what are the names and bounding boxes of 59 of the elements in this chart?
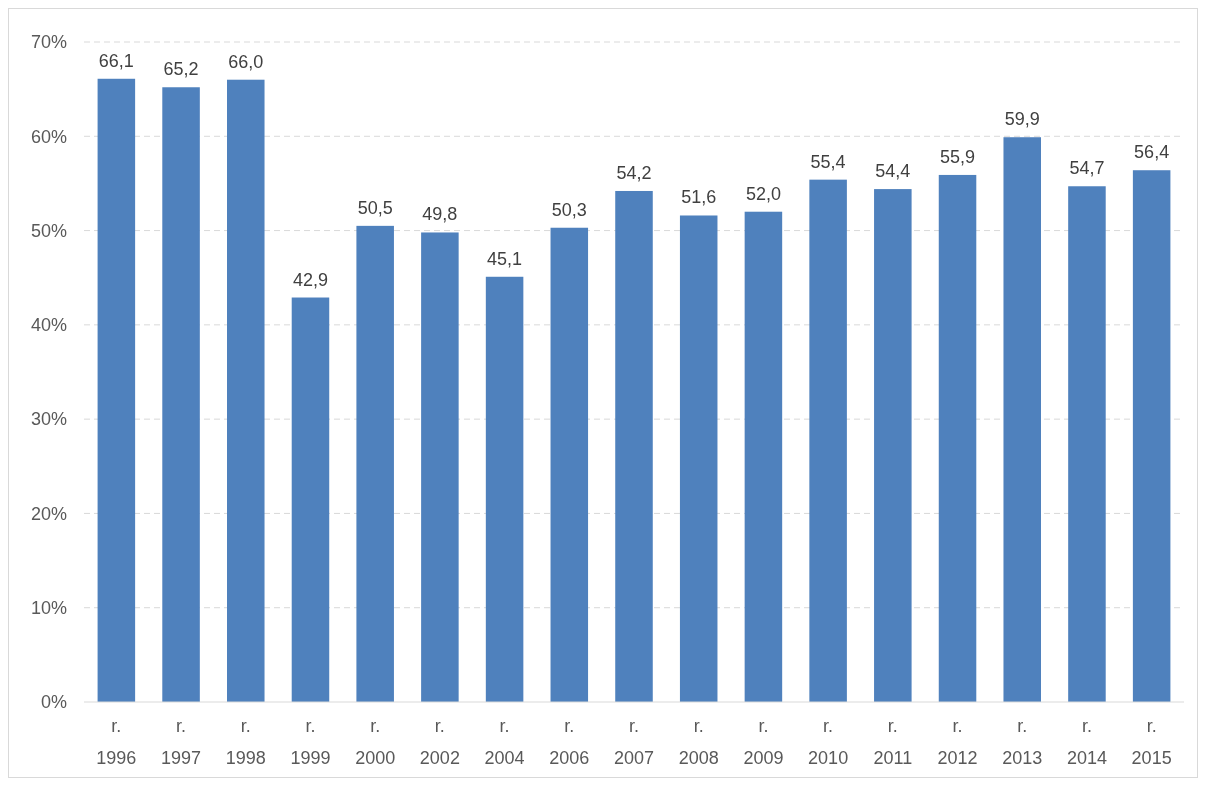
x-tick-label: r. 2014 xyxy=(1066,716,1107,768)
bar xyxy=(162,87,200,702)
y-tick-label: 40% xyxy=(30,315,67,336)
bar xyxy=(421,232,459,702)
data-label: 55,4 xyxy=(810,151,846,172)
data-label: 42,9 xyxy=(292,269,328,290)
x-tick-label: r. 2012 xyxy=(937,716,978,768)
bar xyxy=(744,211,783,702)
x-tick-label: r. 2010 xyxy=(808,716,849,768)
bar xyxy=(679,215,718,702)
data-label: 50,5 xyxy=(357,197,393,218)
data-label: 54,7 xyxy=(1069,158,1105,179)
x-tick-label: r. 2009 xyxy=(743,716,784,768)
bar xyxy=(938,174,977,702)
y-tick-label: 0% xyxy=(40,692,67,713)
bar xyxy=(1132,170,1171,702)
y-tick-label: 70% xyxy=(30,32,67,53)
bar xyxy=(615,190,653,702)
x-tick-label: r. 2011 xyxy=(873,716,913,768)
bar xyxy=(1068,186,1106,702)
y-tick-label: 20% xyxy=(30,503,67,524)
x-tick-label: r. 2006 xyxy=(549,716,590,768)
bar xyxy=(97,78,136,702)
y-tick-label: 60% xyxy=(30,126,67,147)
bar xyxy=(809,179,847,702)
data-label: 50,3 xyxy=(551,199,587,220)
bar xyxy=(1003,137,1041,702)
x-tick-label: r. 1999 xyxy=(290,716,331,768)
data-label: 54,2 xyxy=(616,162,652,183)
x-tick-label: r. 2008 xyxy=(678,716,719,768)
data-label: 55,9 xyxy=(940,146,976,167)
x-tick-label: r. 1998 xyxy=(225,716,266,768)
data-label: 51,6 xyxy=(681,187,717,208)
data-label: 66,0 xyxy=(228,51,264,72)
x-tick-label: r. 2015 xyxy=(1131,716,1172,768)
data-label: 65,2 xyxy=(163,59,199,80)
x-tick-label: r. 2007 xyxy=(613,716,655,768)
y-tick-label: 10% xyxy=(30,598,67,619)
bar xyxy=(356,225,394,702)
data-label: 45,1 xyxy=(487,248,523,269)
bar xyxy=(874,189,912,702)
data-label: 52,0 xyxy=(745,183,781,204)
x-tick-label: r. 1996 xyxy=(96,716,137,768)
x-tick-label: r. 2002 xyxy=(419,716,460,768)
x-tick-label: r. 1997 xyxy=(161,716,202,768)
y-tick-label: 30% xyxy=(30,409,67,430)
bar xyxy=(227,79,265,702)
x-tick-label: r. 2004 xyxy=(484,716,525,768)
data-label: 54,4 xyxy=(875,161,911,182)
bar xyxy=(291,297,330,702)
data-label: 66,1 xyxy=(98,50,134,71)
bar xyxy=(485,276,524,702)
data-label: 49,8 xyxy=(422,204,458,225)
x-tick-label: r. 2000 xyxy=(355,716,396,768)
data-label: 56,4 xyxy=(1134,142,1170,163)
bar xyxy=(550,227,589,702)
x-tick-label: r. 2013 xyxy=(1002,716,1043,768)
y-tick-label: 50% xyxy=(30,220,67,241)
data-label: 59,9 xyxy=(1004,109,1040,130)
